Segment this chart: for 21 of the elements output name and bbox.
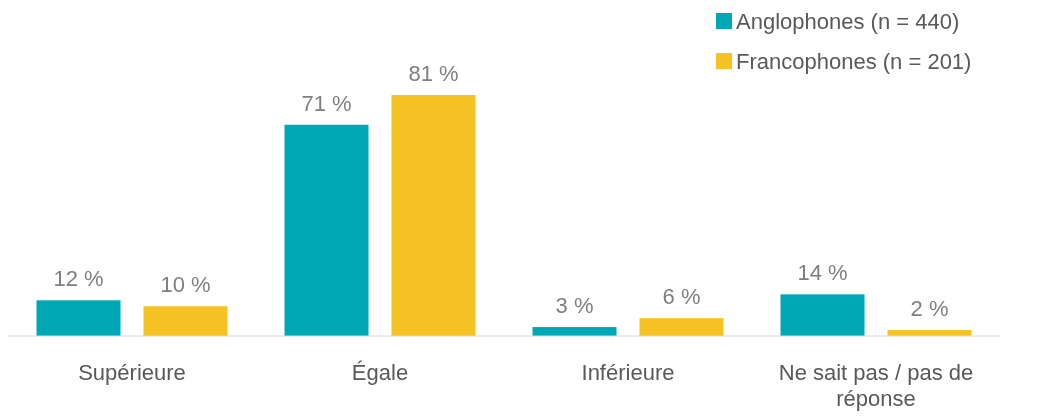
bar: [284, 124, 369, 336]
legend-label: Francophones (n = 201): [736, 49, 972, 74]
legend-label: Anglophones (n = 440): [736, 9, 960, 34]
data-label: 6 %: [662, 284, 701, 310]
data-label: 10 %: [160, 272, 211, 298]
bar: [780, 294, 865, 336]
bar: [36, 300, 121, 336]
data-label: 12 %: [53, 266, 104, 292]
bar: [391, 95, 476, 336]
data-label: 2 %: [910, 296, 949, 322]
x-tick-label: Égale: [351, 360, 409, 385]
bar: [532, 327, 617, 336]
bar: [639, 318, 724, 336]
data-label: 81 %: [408, 61, 459, 86]
x-tick-label: Inférieure: [581, 360, 675, 385]
data-label: 71 %: [301, 90, 352, 116]
x-tick-label: Supérieure: [78, 360, 186, 385]
data-label: 3 %: [555, 293, 594, 319]
data-label: 14 %: [797, 260, 848, 286]
bar: [143, 306, 228, 336]
x-tick-label: Ne sait pas / pas de réponse: [778, 360, 974, 411]
